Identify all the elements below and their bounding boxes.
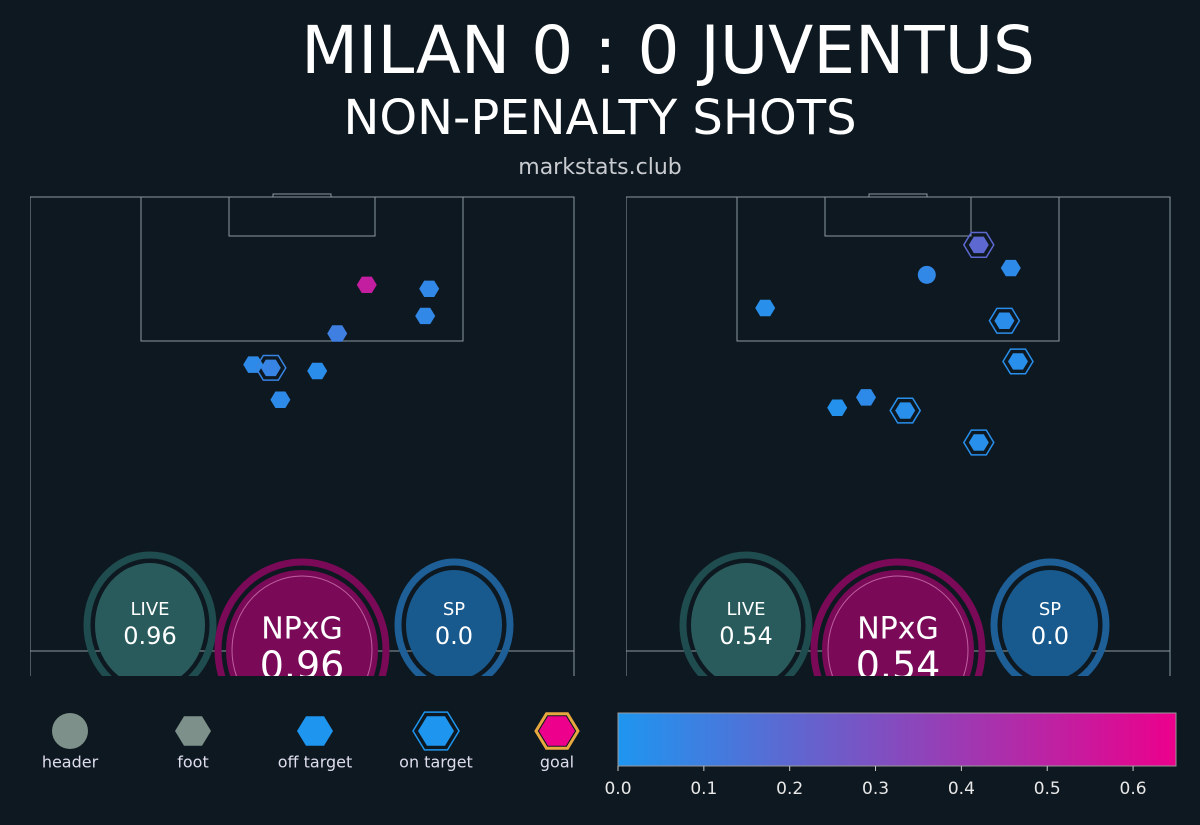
stat-inner	[827, 575, 969, 676]
stat-value: 0.54	[719, 622, 772, 650]
source: markstats.club	[518, 155, 681, 180]
marker-ring	[988, 307, 1021, 334]
stat-ring	[394, 558, 514, 676]
marker-ring	[254, 354, 287, 381]
colorbar-tick-label: 0.3	[862, 779, 889, 799]
penalty-box	[140, 196, 464, 342]
marker-ring	[889, 397, 922, 424]
stat-label: NPxG	[857, 612, 939, 647]
stat-label: NPxG	[261, 612, 343, 647]
stat-bubble	[95, 563, 205, 676]
stat-bubble	[1002, 570, 1098, 676]
colorbar-tick-label: 0.4	[948, 779, 975, 799]
shot	[327, 325, 348, 342]
shot	[827, 399, 848, 416]
stat-ring	[83, 551, 217, 676]
stat-bubble	[822, 570, 974, 676]
colorbar-tick-label: 0.2	[776, 779, 803, 799]
stat-label: SP	[443, 599, 465, 620]
subtitle: NON-PENALTY SHOTS	[343, 90, 856, 146]
marker-ring	[962, 231, 995, 258]
stat-ring	[679, 551, 813, 676]
goal	[272, 193, 332, 198]
legend-marker	[539, 716, 575, 746]
stat-value: 0.0	[435, 622, 473, 650]
shot	[917, 265, 936, 284]
stat-label: LIVE	[130, 599, 169, 620]
shot	[755, 299, 776, 317]
shot	[1000, 259, 1021, 277]
shot	[356, 276, 377, 294]
colorbar	[617, 712, 1177, 767]
legend-label: foot	[177, 753, 208, 772]
colorbar-tick-label: 0.0	[604, 779, 631, 799]
stat-ring	[990, 558, 1110, 676]
six-yard-box	[228, 196, 376, 237]
stat-value: 0.96	[123, 622, 176, 650]
shot	[1008, 353, 1028, 370]
legend-label: goal	[540, 753, 574, 772]
stat-bubble	[406, 570, 502, 676]
stat-value: 0.96	[260, 644, 345, 688]
shot	[419, 280, 440, 298]
stat-label: LIVE	[726, 599, 765, 620]
shot	[415, 307, 436, 325]
colorbar-tick-label: 0.6	[1120, 779, 1147, 799]
stat-ring	[810, 558, 986, 676]
stat-label: SP	[1039, 599, 1061, 620]
goal	[868, 193, 928, 198]
marker-ring	[962, 429, 995, 456]
marker-ring	[534, 712, 580, 750]
colorbar-tick-label: 0.1	[690, 779, 717, 799]
legend-marker	[418, 716, 454, 746]
legend-marker	[175, 716, 211, 746]
shot	[968, 236, 989, 254]
shot	[994, 312, 1015, 329]
stat-ring	[214, 558, 390, 676]
stat-inner	[231, 575, 373, 676]
shot	[307, 362, 328, 380]
stat-bubble	[691, 563, 801, 676]
stat-value: 0.54	[856, 644, 941, 688]
colorbar-tick-label: 0.5	[1034, 779, 1061, 799]
shot	[856, 389, 876, 406]
shot	[968, 434, 989, 451]
marker-ring	[412, 711, 460, 751]
legend-label: on target	[399, 753, 473, 772]
shot	[260, 359, 281, 377]
shot	[895, 402, 916, 419]
stat-value: 0.0	[1031, 622, 1069, 650]
legend-marker	[52, 713, 88, 749]
legend-label: off target	[278, 753, 353, 772]
marker-ring	[1002, 348, 1034, 375]
six-yard-box	[824, 196, 972, 237]
shot	[270, 391, 291, 409]
legend-label: header	[42, 753, 99, 772]
title: MILAN 0 : 0 JUVENTUS	[301, 12, 1035, 89]
legend-marker	[297, 716, 333, 746]
shot	[243, 356, 264, 373]
stat-bubble	[226, 570, 378, 676]
